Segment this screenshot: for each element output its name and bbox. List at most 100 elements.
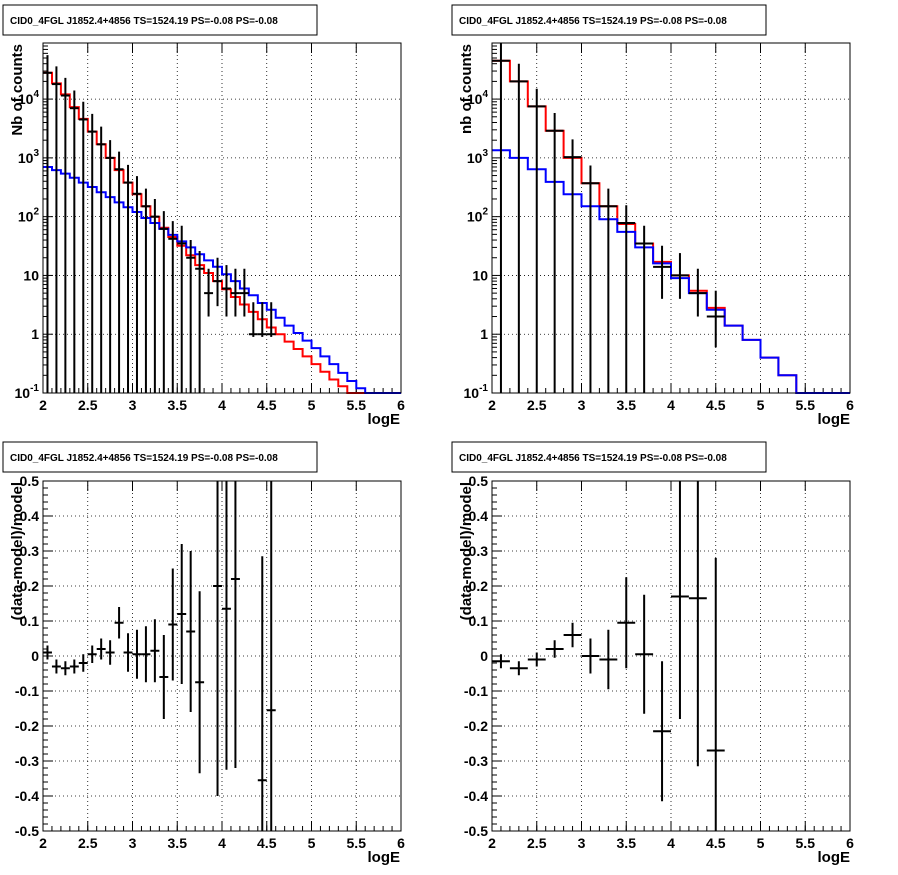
x-tick-label: 4.5	[257, 397, 277, 413]
y-tick-label: 0.1	[20, 613, 40, 629]
x-tick-label: 3.5	[617, 835, 637, 851]
x-tick-label: 3.5	[168, 835, 188, 851]
chart-title: CID0_4FGL J1852.4+4856 TS=1524.19 PS=-0.…	[10, 453, 278, 464]
y-tick-label: 0.1	[469, 613, 489, 629]
x-tick-label: 2	[39, 397, 47, 413]
x-tick-label: 2.5	[527, 397, 547, 413]
grid-lines	[492, 481, 850, 831]
x-tick-label: 6	[397, 397, 405, 413]
axis-ticks: 2 2.5 3 3.5 4 4.5 5 5.5 6 -0.5 -0.4 -0.3 -0.2 -0.1 0 0.…	[464, 473, 854, 851]
y-tick-label: 1	[480, 326, 488, 342]
y-tick-label: 0	[31, 648, 39, 664]
y-tick-label: 0.2	[20, 578, 40, 594]
plot-frame	[491, 42, 851, 394]
panel-residual-right: CID0_4FGL J1852.4+4856 TS=1524.19 PS=-0.…	[451, 441, 854, 866]
title-box	[451, 441, 767, 473]
x-tick-label: 4	[218, 835, 226, 851]
x-tick-label: 3.5	[168, 397, 188, 413]
x-tick-label: 5	[308, 397, 316, 413]
y-tick-label: 0.5	[20, 473, 40, 489]
x-tick-label: 2	[488, 397, 496, 413]
axis-ticks: 2 2.5 3 3.5 4 4.5 5 5.5 6 10-1 1 10 102 103 104	[464, 43, 854, 413]
x-tick-label: 6	[846, 397, 854, 413]
x-tick-label: 3.5	[617, 397, 637, 413]
x-tick-label: 5.5	[347, 835, 367, 851]
x-tick-label: 5.5	[796, 397, 816, 413]
y-tick-label: 102	[18, 207, 40, 225]
chart-title: CID0_4FGL J1852.4+4856 TS=1524.19 PS=-0.…	[459, 453, 727, 464]
x-tick-label: 4	[667, 835, 675, 851]
y-axis-title: (data-model)/model	[458, 482, 475, 620]
panel-counts-right: CID0_4FGL J1852.4+4856 TS=1524.19 PS=-0.…	[451, 4, 854, 428]
y-tick-label: -0.4	[15, 788, 39, 804]
plot-frame	[42, 480, 402, 832]
y-tick-label: 103	[467, 148, 489, 166]
x-tick-label: 4.5	[257, 835, 277, 851]
x-axis-title: logE	[818, 411, 851, 428]
chart-title: CID0_4FGL J1852.4+4856 TS=1524.19 PS=-0.…	[459, 16, 727, 27]
x-tick-label: 2.5	[78, 397, 98, 413]
y-tick-label: -0.2	[15, 718, 39, 734]
model-histogram	[43, 71, 401, 394]
y-tick-label: 0.5	[469, 473, 489, 489]
y-tick-label: -0.3	[15, 753, 39, 769]
x-tick-label: 6	[846, 835, 854, 851]
grid-lines	[43, 43, 401, 393]
y-tick-label: 104	[18, 89, 40, 107]
x-tick-label: 3	[129, 835, 137, 851]
x-tick-label: 5.5	[796, 835, 816, 851]
title-box	[2, 4, 318, 36]
y-axis-title: (data-model)/model	[9, 482, 26, 620]
y-tick-label: 0.4	[469, 508, 489, 524]
y-tick-label: 1	[31, 326, 39, 342]
grid-lines	[492, 43, 850, 393]
x-tick-label: 4	[218, 397, 226, 413]
x-tick-label: 3	[578, 835, 586, 851]
y-tick-label: 0.2	[469, 578, 489, 594]
plot-marks	[43, 55, 401, 394]
chart-title: CID0_4FGL J1852.4+4856 TS=1524.19 PS=-0.…	[10, 16, 278, 27]
panel-counts-left: CID0_4FGL J1852.4+4856 TS=1524.19 PS=-0.…	[2, 4, 405, 428]
model-histogram	[43, 166, 401, 394]
y-tick-label: -0.5	[15, 823, 39, 839]
x-tick-label: 2.5	[78, 835, 98, 851]
y-tick-label: 104	[467, 89, 489, 107]
x-tick-label: 3	[578, 397, 586, 413]
x-axis-title: logE	[368, 411, 401, 428]
x-axis-title: logE	[818, 849, 851, 866]
x-tick-label: 3	[129, 397, 137, 413]
x-tick-label: 4.5	[706, 835, 726, 851]
y-tick-label: 0	[480, 648, 488, 664]
plot-frame	[491, 480, 851, 832]
plot-frame	[42, 42, 402, 394]
x-tick-label: 6	[397, 835, 405, 851]
y-tick-label: 0.3	[469, 543, 489, 559]
grid-lines	[43, 481, 401, 831]
title-box	[2, 441, 318, 473]
x-tick-label: 2.5	[527, 835, 547, 851]
plot-marks	[492, 481, 725, 831]
axis-ticks: 2 2.5 3 3.5 4 4.5 5 5.5 6 -0.5 -0.4 -0.3 -0.2 -0.1 0 0.…	[15, 473, 405, 851]
y-tick-label: -0.1	[15, 683, 39, 699]
panel-residual-left: CID0_4FGL J1852.4+4856 TS=1524.19 PS=-0.…	[2, 441, 405, 866]
y-tick-label: 102	[467, 207, 489, 225]
y-tick-label: -0.1	[464, 683, 488, 699]
y-tick-label: 10-1	[15, 383, 40, 401]
x-tick-label: 2	[39, 835, 47, 851]
y-axis-title: Nb of counts	[9, 44, 26, 136]
x-tick-label: 5.5	[347, 397, 367, 413]
model-histogram	[492, 149, 850, 394]
x-tick-label: 5	[757, 835, 765, 851]
title-box	[451, 4, 767, 36]
x-tick-label: 4.5	[706, 397, 726, 413]
y-tick-label: -0.5	[464, 823, 488, 839]
y-tick-label: -0.2	[464, 718, 488, 734]
y-tick-label: 0.3	[20, 543, 40, 559]
x-tick-label: 5	[308, 835, 316, 851]
y-tick-label: -0.4	[464, 788, 488, 804]
x-tick-label: 4	[667, 397, 675, 413]
x-axis-title: logE	[368, 849, 401, 866]
x-tick-label: 5	[757, 397, 765, 413]
y-tick-label: -0.3	[464, 753, 488, 769]
